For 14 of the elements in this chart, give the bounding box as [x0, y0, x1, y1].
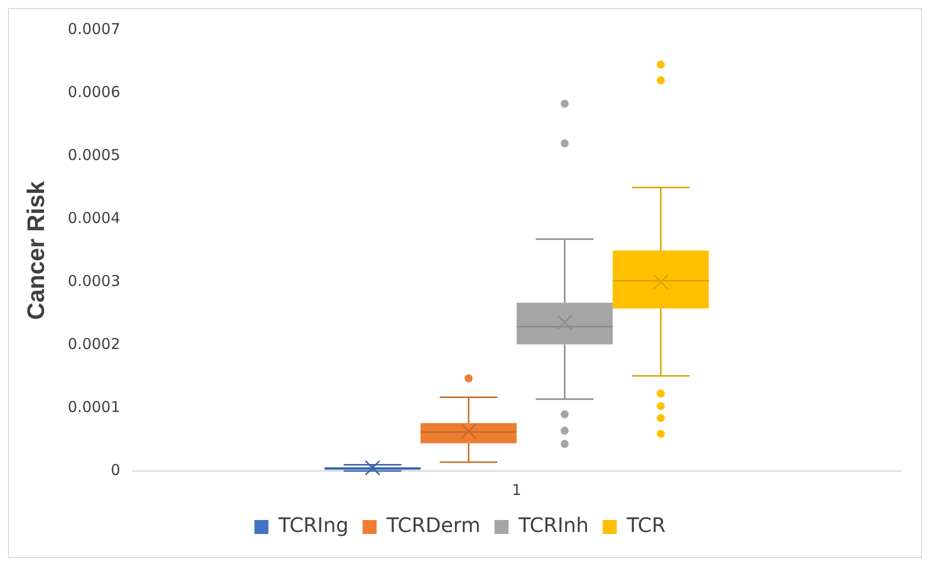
x-tick-label: 1	[512, 480, 522, 499]
y-tick-label: 0.0006	[68, 82, 120, 101]
y-tick-label: 0.0004	[68, 208, 120, 227]
y-tick-label: 0.0007	[68, 20, 120, 38]
y-tick-label: 0.0003	[68, 272, 120, 290]
legend-label: TCR	[626, 513, 666, 538]
legend-label: TCRIng	[277, 513, 349, 538]
y-tick-label: 0.0002	[68, 334, 120, 353]
y-axis-title: Cancer Risk	[23, 180, 50, 320]
legend-label: TCRDerm	[386, 513, 481, 538]
y-tick-label: 0.0001	[68, 398, 120, 416]
y-tick-label: 0	[110, 460, 120, 479]
y-tick-label: 0.0005	[68, 146, 120, 164]
legend-label: TCRInh	[518, 513, 589, 538]
